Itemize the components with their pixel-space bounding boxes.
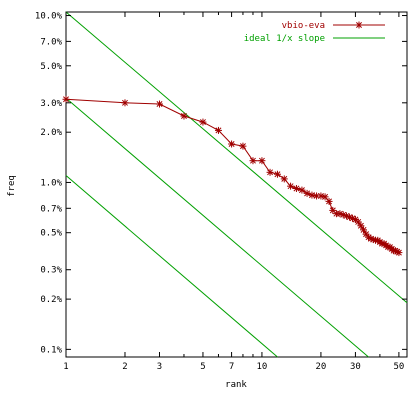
x-tick-label-50: 50	[393, 362, 404, 372]
x-axis-label: rank	[225, 380, 247, 390]
y-tick-label-1.0%: 1.0%	[40, 178, 62, 188]
data-point-3	[155, 100, 163, 108]
x-tick-label-30: 30	[350, 362, 361, 372]
y-axis-label: freq	[7, 175, 17, 197]
x-tick-label-1: 1	[63, 362, 68, 372]
data-point-22	[325, 197, 333, 205]
data-point-16	[298, 186, 306, 194]
data-point-2	[121, 99, 129, 107]
data-point-4	[180, 112, 188, 120]
y-tick-label-2.0%: 2.0%	[40, 128, 62, 138]
series-line-vbio-eva	[65, 98, 400, 254]
y-tick-label-3.0%: 3.0%	[40, 99, 62, 109]
data-point-7	[228, 140, 236, 148]
data-point-50	[395, 249, 403, 257]
data-point-18	[308, 191, 316, 199]
plot-frame	[65, 11, 408, 358]
legend-label-ideal: ideal 1/x slope	[244, 34, 325, 44]
data-point-15	[292, 184, 300, 192]
data-point-12	[273, 170, 281, 178]
y-tick-label-0.5%: 0.5%	[40, 229, 62, 239]
legend-marker-star	[355, 21, 363, 29]
ideal-slope-line-1	[65, 11, 408, 304]
y-tick-label-0.7%: 0.7%	[40, 204, 62, 214]
legend-label-vbio-eva: vbio-eva	[282, 21, 325, 31]
data-point-9	[249, 157, 257, 165]
data-point-11	[266, 168, 274, 176]
x-tick-label-7: 7	[229, 362, 234, 372]
data-point-14	[287, 182, 295, 190]
series-layer	[62, 95, 403, 257]
x-tick-label-20: 20	[315, 362, 326, 372]
data-point-10	[258, 157, 266, 165]
ideal-slope-line-3	[65, 175, 278, 358]
y-tick-label-7.0%: 7.0%	[40, 37, 62, 47]
x-tick-label-5: 5	[200, 362, 205, 372]
data-point-1	[62, 95, 70, 103]
y-tick-label-5.0%: 5.0%	[40, 62, 62, 72]
data-point-26	[339, 211, 347, 219]
data-point-31	[354, 218, 362, 226]
x-tick-label-10: 10	[256, 362, 267, 372]
data-point-17	[303, 189, 311, 197]
y-tick-label-10.0%: 10.0%	[35, 12, 63, 22]
x-tick-label-2: 2	[122, 362, 127, 372]
data-point-8	[239, 142, 247, 150]
y-tick-label-0.3%: 0.3%	[40, 266, 62, 276]
data-point-32	[357, 222, 365, 230]
data-point-6	[214, 126, 222, 134]
legend: vbio-eva ideal 1/x slope	[244, 21, 385, 44]
data-point-5	[199, 118, 207, 126]
data-point-13	[280, 175, 288, 183]
x-tick-label-3: 3	[157, 362, 162, 372]
tick-layer: 1 2 3 5 7 10 20 30 50 0.1% 0.2% 0.3% 0.5% 0.7% 1.0% 2.0…	[35, 12, 407, 372]
y-tick-label-0.2%: 0.2%	[40, 295, 62, 305]
y-tick-label-0.1%: 0.1%	[40, 345, 62, 355]
legend-star-icon	[355, 21, 363, 29]
reference-lines	[65, 11, 408, 358]
ideal-slope-line-2	[65, 97, 369, 358]
